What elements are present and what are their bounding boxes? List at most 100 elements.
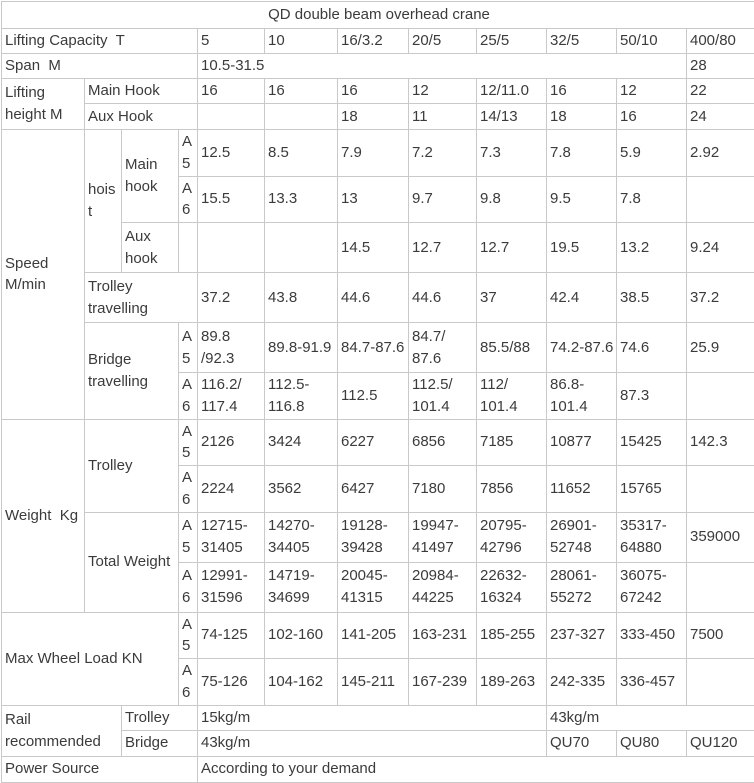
value-cell: 25/5 bbox=[477, 29, 547, 54]
value-cell: 359000 bbox=[687, 512, 754, 562]
row-label-rail-trolley: Trolley bbox=[122, 705, 198, 730]
value-cell: 12991- 31596 bbox=[198, 562, 265, 612]
grade-label: A6 bbox=[179, 466, 198, 513]
value-cell: 9.24 bbox=[687, 223, 754, 273]
grade-label: A5 bbox=[179, 512, 198, 562]
value-cell: 16 bbox=[265, 79, 338, 104]
value-cell: 22 bbox=[687, 79, 754, 104]
value-cell: 112.5 bbox=[338, 373, 409, 420]
table-title: QD double beam overhead crane bbox=[2, 2, 754, 29]
value-cell: 37.2 bbox=[198, 273, 265, 323]
value-cell: 6227 bbox=[338, 419, 409, 466]
grade-label: A6 bbox=[179, 373, 198, 420]
value-cell: 9.5 bbox=[547, 176, 617, 223]
value-cell: 28061- 55272 bbox=[547, 562, 617, 612]
value-cell: 43kg/m bbox=[547, 705, 754, 730]
grade-label bbox=[179, 223, 198, 273]
value-cell: 5 bbox=[198, 29, 265, 54]
value-cell: 7.9 bbox=[338, 130, 409, 177]
value-cell: 12.7 bbox=[409, 223, 477, 273]
value-cell: 37 bbox=[477, 273, 547, 323]
value-cell: 167-239 bbox=[409, 659, 477, 706]
value-cell: 13.3 bbox=[265, 176, 338, 223]
value-cell: 26901- 52748 bbox=[547, 512, 617, 562]
value-cell: 36075- 67242 bbox=[617, 562, 687, 612]
row-label-hoist-aux-hook: Aux hook bbox=[122, 223, 179, 273]
value-cell: 14/13 bbox=[477, 104, 547, 130]
value-cell: 15kg/m bbox=[198, 705, 547, 730]
value-cell: 16 bbox=[617, 104, 687, 130]
value-cell: 15.5 bbox=[198, 176, 265, 223]
row-label-rail-bridge: Bridge bbox=[122, 730, 198, 756]
value-cell: 11652 bbox=[547, 466, 617, 513]
value-cell: 24 bbox=[687, 104, 754, 130]
grade-label: A5 bbox=[179, 323, 198, 373]
value-cell: 19128- 39428 bbox=[338, 512, 409, 562]
value-cell: 44.6 bbox=[338, 273, 409, 323]
value-cell: 104-162 bbox=[265, 659, 338, 706]
value-cell: 16 bbox=[338, 79, 409, 104]
value-cell: 84.7/ 87.6 bbox=[409, 323, 477, 373]
value-cell: 5.9 bbox=[617, 130, 687, 177]
value-cell: 10.5-31.5 bbox=[198, 54, 687, 79]
value-cell: 13 bbox=[338, 176, 409, 223]
value-cell: 12715- 31405 bbox=[198, 512, 265, 562]
grade-label: A6 bbox=[179, 659, 198, 706]
value-cell: 336-457 bbox=[617, 659, 687, 706]
value-cell: 9.8 bbox=[477, 176, 547, 223]
value-cell: 7.3 bbox=[477, 130, 547, 177]
row-label-trolley-travelling: Trolley travelling bbox=[85, 273, 198, 323]
value-cell bbox=[687, 562, 754, 612]
value-cell: 18 bbox=[338, 104, 409, 130]
value-cell: 86.8- 101.4 bbox=[547, 373, 617, 420]
value-cell bbox=[687, 466, 754, 513]
value-cell: 12/11.0 bbox=[477, 79, 547, 104]
value-cell: 12.5 bbox=[198, 130, 265, 177]
value-cell: 116.2/ 117.4 bbox=[198, 373, 265, 420]
value-cell: 8.5 bbox=[265, 130, 338, 177]
value-cell: 7180 bbox=[409, 466, 477, 513]
value-cell: 16/3.2 bbox=[338, 29, 409, 54]
value-cell: 112.5/ 101.4 bbox=[409, 373, 477, 420]
value-cell: 84.7-87.6 bbox=[338, 323, 409, 373]
value-cell: 6427 bbox=[338, 466, 409, 513]
value-cell: 16 bbox=[547, 79, 617, 104]
value-cell: 15425 bbox=[617, 419, 687, 466]
title-row: QD double beam overhead crane bbox=[2, 2, 754, 29]
value-cell: 2224 bbox=[198, 466, 265, 513]
value-cell: 32/5 bbox=[547, 29, 617, 54]
value-cell: 7.2 bbox=[409, 130, 477, 177]
value-cell: According to your demand bbox=[198, 756, 754, 782]
value-cell: 74.6 bbox=[617, 323, 687, 373]
value-cell: 38.5 bbox=[617, 273, 687, 323]
row-label-span: Span M bbox=[2, 54, 198, 79]
value-cell: 20795- 42796 bbox=[477, 512, 547, 562]
row-label-rail-recommended: Rail recommended bbox=[2, 705, 122, 756]
value-cell: 19947- 41497 bbox=[409, 512, 477, 562]
value-cell: 37.2 bbox=[687, 273, 754, 323]
value-cell bbox=[687, 176, 754, 223]
value-cell: 3562 bbox=[265, 466, 338, 513]
row-label-max-wheel-load: Max Wheel Load KN bbox=[2, 612, 179, 705]
row-label-lifting-capacity: Lifting Capacity T bbox=[2, 29, 198, 54]
value-cell bbox=[198, 104, 265, 130]
row-label-total-weight: Total Weight bbox=[85, 512, 179, 612]
row-label-trolley-weight: Trolley bbox=[85, 419, 179, 512]
value-cell: 2.92 bbox=[687, 130, 754, 177]
value-cell: 400/80 bbox=[687, 29, 754, 54]
value-cell: 18 bbox=[547, 104, 617, 130]
value-cell: 20045- 41315 bbox=[338, 562, 409, 612]
value-cell: 10 bbox=[265, 29, 338, 54]
row-label-lifting-height: Lifting height M bbox=[2, 79, 85, 130]
grade-label: A6 bbox=[179, 176, 198, 223]
row-label-main-hook: Main Hook bbox=[85, 79, 198, 104]
